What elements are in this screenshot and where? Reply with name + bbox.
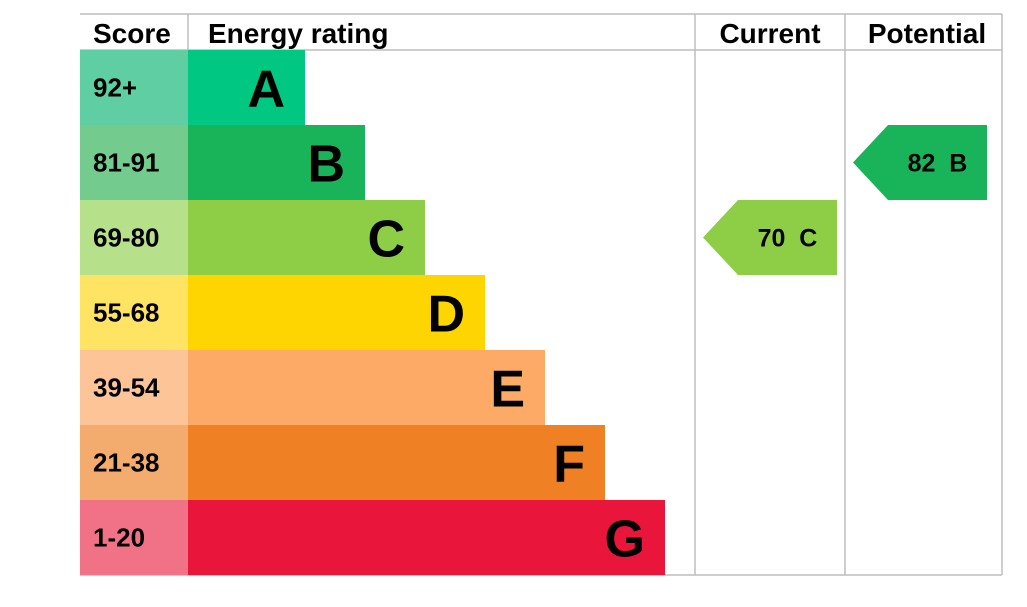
- band-bar-e: [188, 350, 545, 425]
- score-cell-f: [80, 425, 188, 500]
- band-bar-f: [188, 425, 605, 500]
- band-bar-a: [188, 50, 305, 125]
- score-header: Score: [93, 18, 171, 49]
- score-cell-g: [80, 500, 188, 575]
- band-letter-f: F: [553, 436, 585, 494]
- band-letter-g: G: [605, 511, 645, 569]
- band-letter-e: E: [490, 361, 525, 419]
- band-letter-c: C: [367, 211, 405, 269]
- current-arrow-label: 70 C: [758, 225, 818, 253]
- band-bar-c: [188, 200, 425, 275]
- score-cell-d: [80, 275, 188, 350]
- band-letter-a: A: [247, 61, 285, 119]
- score-cell-a: [80, 50, 188, 125]
- band-bar-g: [188, 500, 665, 575]
- band-letter-d: D: [427, 286, 465, 344]
- potential-header: Potential: [868, 18, 986, 49]
- band-bar-b: [188, 125, 365, 200]
- score-range-c: 69-80: [93, 223, 160, 253]
- score-cell-c: [80, 200, 188, 275]
- rating-arrows: 70 C 82 B: [703, 125, 987, 275]
- current-arrow: [703, 200, 837, 275]
- score-range-e: 39-54: [93, 373, 160, 403]
- score-range-f: 21-38: [93, 448, 160, 478]
- current-header: Current: [719, 18, 820, 49]
- score-cell-b: [80, 125, 188, 200]
- potential-arrow: [853, 125, 987, 200]
- score-cell-e: [80, 350, 188, 425]
- score-range-b: 81-91: [93, 148, 160, 178]
- energy-rating-header: Energy rating: [208, 18, 388, 49]
- score-range-a: 92+: [93, 73, 137, 103]
- score-range-g: 1-20: [93, 523, 145, 553]
- potential-arrow-label: 82 B: [908, 150, 968, 178]
- rating-bands: 92+ A 81-91 B 69-80 C 55-68 D 39-54 E 21-38 F 1-20 G: [80, 50, 665, 575]
- score-range-d: 55-68: [93, 298, 160, 328]
- band-letter-b: B: [307, 136, 345, 194]
- band-bar-d: [188, 275, 485, 350]
